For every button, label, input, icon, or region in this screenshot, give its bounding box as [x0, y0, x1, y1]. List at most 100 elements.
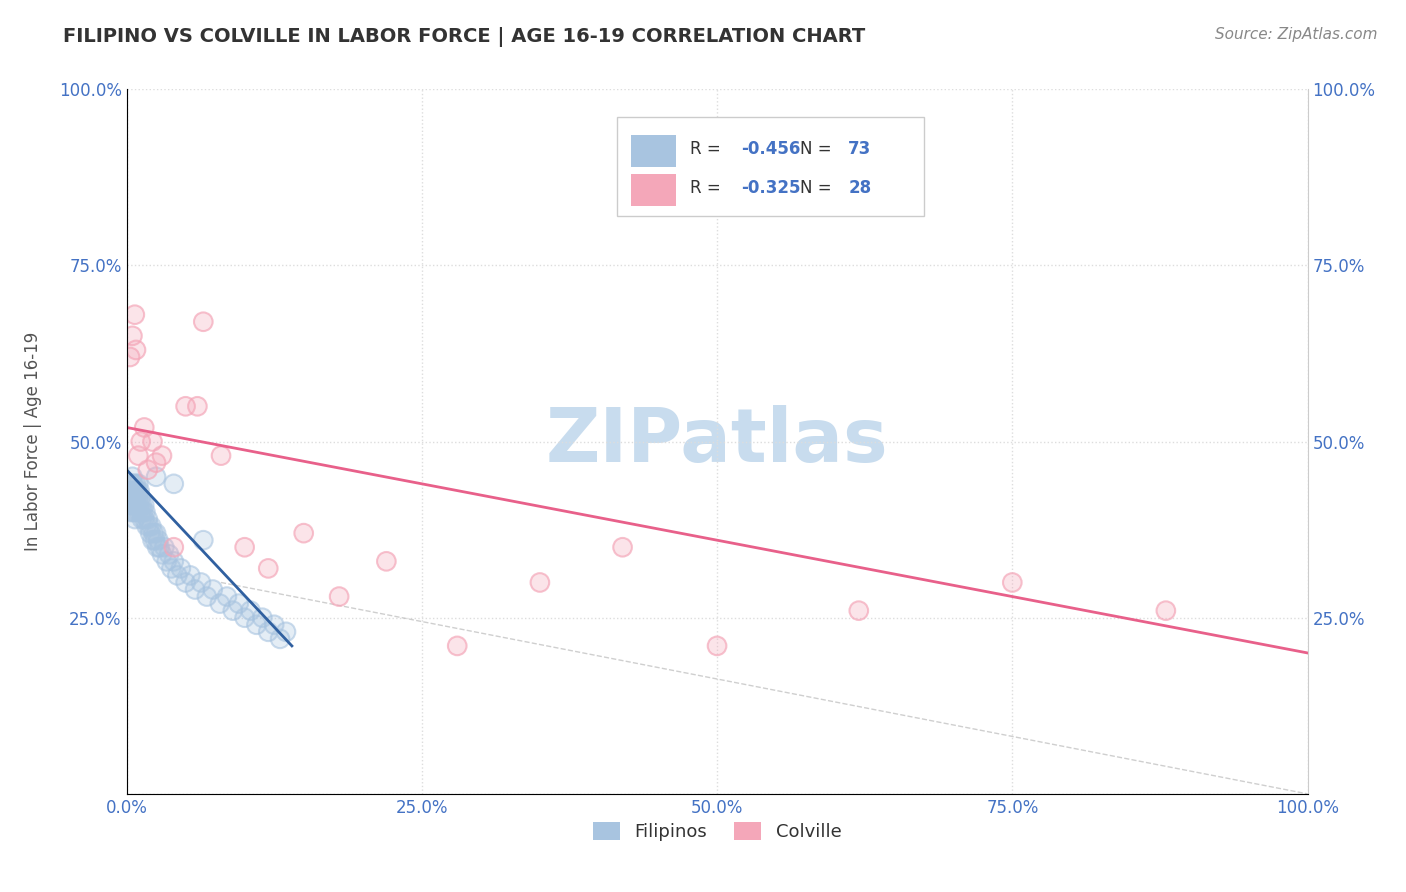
- Point: [120, 498, 142, 512]
- Point: [125, 491, 148, 505]
- Legend: Filipinos, Colville: Filipinos, Colville: [585, 814, 849, 848]
- Point: [245, 617, 267, 632]
- Point: [157, 547, 180, 561]
- Point: [150, 449, 173, 463]
- Point: [127, 483, 149, 498]
- Point: [129, 505, 152, 519]
- Point: [1001, 575, 1024, 590]
- Point: [193, 533, 215, 548]
- Point: [134, 512, 156, 526]
- Point: [145, 469, 167, 483]
- FancyBboxPatch shape: [617, 118, 924, 216]
- Point: [252, 610, 274, 624]
- Point: [124, 483, 146, 498]
- Point: [127, 505, 149, 519]
- Text: N =: N =: [800, 179, 837, 197]
- Point: [124, 498, 146, 512]
- Point: [127, 498, 149, 512]
- Point: [292, 526, 315, 541]
- Point: [125, 505, 148, 519]
- Point: [120, 483, 142, 498]
- Point: [529, 575, 551, 590]
- Point: [233, 610, 256, 624]
- Point: [139, 526, 162, 541]
- Point: [145, 526, 167, 541]
- Point: [1154, 604, 1177, 618]
- Point: [190, 575, 212, 590]
- Point: [125, 343, 148, 357]
- Point: [141, 519, 163, 533]
- Point: [239, 604, 262, 618]
- Point: [166, 568, 188, 582]
- Point: [186, 399, 208, 413]
- Point: [120, 483, 142, 498]
- Point: [160, 561, 183, 575]
- Point: [209, 449, 232, 463]
- Point: [134, 498, 156, 512]
- Point: [118, 491, 141, 505]
- Point: [146, 541, 169, 555]
- Y-axis label: In Labor Force | Age 16-19: In Labor Force | Age 16-19: [24, 332, 42, 551]
- Point: [134, 505, 156, 519]
- Point: [134, 505, 156, 519]
- Point: [121, 328, 143, 343]
- Point: [125, 343, 148, 357]
- Point: [274, 624, 297, 639]
- Point: [129, 434, 152, 449]
- Point: [129, 434, 152, 449]
- Point: [131, 512, 153, 526]
- Point: [148, 533, 170, 548]
- Point: [193, 315, 215, 329]
- Point: [125, 491, 148, 505]
- Point: [132, 505, 155, 519]
- Point: [446, 639, 468, 653]
- Text: 28: 28: [848, 179, 872, 197]
- Point: [129, 505, 152, 519]
- Point: [118, 491, 141, 505]
- Point: [233, 541, 256, 555]
- Point: [143, 533, 166, 548]
- Point: [120, 350, 142, 364]
- Point: [122, 505, 145, 519]
- Point: [129, 491, 152, 505]
- Point: [201, 582, 224, 597]
- Point: [195, 590, 218, 604]
- Point: [263, 617, 285, 632]
- Point: [124, 308, 146, 322]
- Point: [145, 526, 167, 541]
- Point: [190, 575, 212, 590]
- Point: [446, 639, 468, 653]
- Text: ZIPatlas: ZIPatlas: [546, 405, 889, 478]
- Point: [139, 526, 162, 541]
- Point: [257, 561, 280, 575]
- Point: [848, 604, 870, 618]
- Point: [222, 604, 245, 618]
- Point: [129, 491, 152, 505]
- Point: [145, 456, 167, 470]
- Point: [149, 541, 172, 555]
- Point: [120, 476, 142, 491]
- Point: [156, 554, 179, 568]
- Point: [145, 456, 167, 470]
- Point: [128, 483, 150, 498]
- Point: [136, 463, 159, 477]
- Point: [125, 476, 148, 491]
- Point: [163, 541, 186, 555]
- Point: [128, 498, 150, 512]
- Point: [150, 449, 173, 463]
- Point: [120, 505, 142, 519]
- Point: [170, 561, 193, 575]
- Point: [156, 554, 179, 568]
- Point: [166, 568, 188, 582]
- Point: [201, 582, 224, 597]
- Point: [706, 639, 728, 653]
- Point: [128, 498, 150, 512]
- Point: [121, 498, 143, 512]
- Point: [1154, 604, 1177, 618]
- Point: [179, 568, 201, 582]
- Point: [124, 498, 146, 512]
- Point: [127, 491, 149, 505]
- Point: [131, 498, 153, 512]
- Point: [120, 476, 142, 491]
- Point: [209, 449, 232, 463]
